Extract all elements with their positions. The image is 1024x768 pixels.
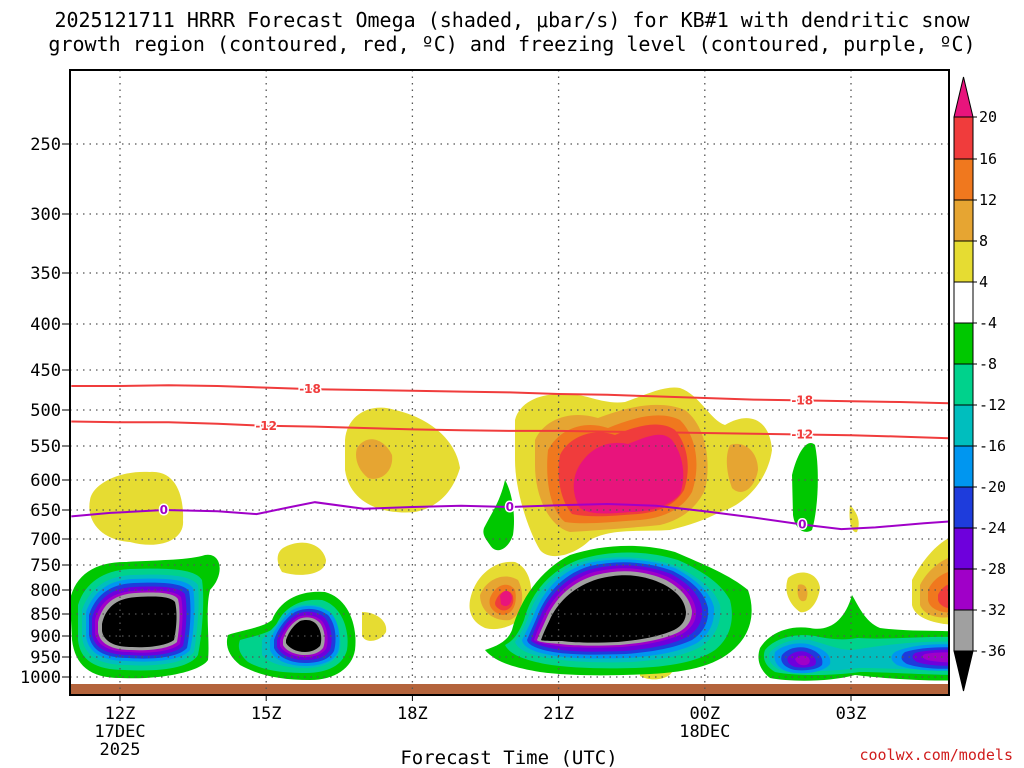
y-tick-label-250: 250: [30, 135, 61, 155]
x-tick-sublabel-18DEC: 18DEC: [679, 722, 730, 742]
y-tick-label-300: 300: [30, 205, 61, 225]
x-tick-label-03Z: 03Z: [836, 704, 867, 724]
colorbar-label-5: -4: [979, 314, 997, 332]
y-tick-label-450: 450: [30, 361, 61, 381]
colorbar-label-7: -12: [979, 396, 1006, 414]
colorbar-label-9: -20: [979, 478, 1006, 496]
omega-region-4-west: [89, 471, 184, 545]
y-tick-label-750: 750: [30, 556, 61, 576]
colorbar-band-0: [953, 116, 974, 160]
colorbar-label-2: 12: [979, 191, 997, 209]
omega-region-black-mid: [286, 620, 322, 652]
contour-label-2-1: 0: [506, 500, 514, 514]
colorbar-label-6: -8: [979, 355, 997, 373]
omega-region-16-east: [938, 584, 949, 609]
colorbar-band-7: [953, 404, 974, 447]
y-axis-tick-labels: 2503003504004505005506006507007508008509…: [20, 135, 61, 688]
omega-region-neg8-upperleft: [483, 480, 515, 551]
colorbar-label-12: -32: [979, 601, 1006, 619]
ground-strip: [70, 684, 949, 694]
y-tick-label-350: 350: [30, 264, 61, 284]
y-tick-label-1000: 1000: [20, 668, 61, 688]
x-tick-label-15Z: 15Z: [251, 704, 282, 724]
contour-lines: -18 -18 -12 -12 0 0 0: [71, 381, 949, 533]
y-tick-label-850: 850: [30, 605, 61, 625]
y-tick-label-700: 700: [30, 530, 61, 550]
colorbar-label-1: 16: [979, 150, 997, 168]
x-tick-label-21Z: 21Z: [543, 704, 574, 724]
contour-line-1: [71, 420, 949, 440]
colorbar-top-arrow: [953, 76, 974, 118]
x-axis-title: Forecast Time (UTC): [400, 747, 617, 768]
x-tick-sublabel-17DEC: 17DEC: [94, 722, 145, 742]
x-tick-label-18Z: 18Z: [397, 704, 428, 724]
contour-line-2: [71, 501, 949, 531]
omega-region-black-west: [102, 596, 177, 648]
y-tick-label-800: 800: [30, 581, 61, 601]
colorbar-band-9: [953, 486, 974, 529]
contour-label-0-1: -18: [791, 393, 813, 407]
x-tick-label-00Z: 00Z: [689, 704, 720, 724]
omega-region-4-lowsmall2: [362, 612, 387, 641]
colorbar-band-11: [953, 568, 974, 611]
colorbar-band-4: [953, 281, 974, 324]
colorbar-band-6: [953, 363, 974, 406]
omega-region-4-lowsmall: [277, 542, 326, 575]
omega-region-4-midupper: [345, 407, 460, 513]
omega-shading: [70, 387, 949, 681]
colorbar-band-10: [953, 527, 974, 570]
omega-region-8-small: [797, 584, 808, 602]
colorbar-band-3: [953, 240, 974, 283]
colorbar-band-2: [953, 199, 974, 242]
y-tick-label-500: 500: [30, 401, 61, 421]
colorbar-band-5: [953, 322, 974, 365]
contour-label-2-2: 0: [798, 518, 806, 532]
colorbar-label-4: 4: [979, 273, 988, 291]
colorbar-label-3: 8: [979, 232, 988, 250]
colorbar-label-10: -24: [979, 519, 1006, 537]
x-tick-label-12Z: 12Z: [105, 704, 136, 724]
credit-text: coolwx.com/models: [859, 746, 1013, 764]
omega-region-20-lowleft: [500, 590, 512, 606]
chart-title-line2: growth region (contoured, red, ºC) and f…: [48, 32, 975, 56]
y-tick-label-400: 400: [30, 315, 61, 335]
omega-region-black-center: [541, 575, 686, 643]
omega-region-20-center: [573, 434, 684, 514]
colorbar-label-8: -16: [979, 437, 1006, 455]
contour-label-2-0: 0: [160, 503, 168, 517]
omega-region-8-right: [726, 443, 758, 492]
colorbar-band-12: [953, 609, 974, 652]
contour-line-0: [71, 384, 949, 405]
omega-region-neg32-east: [795, 655, 810, 666]
y-tick-label-600: 600: [30, 471, 61, 491]
contour-label-1-0: -12: [255, 419, 277, 433]
contour-label-1-1: -12: [791, 427, 813, 441]
y-tick-label-900: 900: [30, 627, 61, 647]
omega-region-4-dot: [849, 505, 859, 533]
y-tick-label-550: 550: [30, 437, 61, 457]
colorbar-label-11: -28: [979, 560, 1006, 578]
y-tick-label-950: 950: [30, 648, 61, 668]
contour-label-0-0: -18: [299, 382, 321, 396]
chart-title-line1: 2025121711 HRRR Forecast Omega (shaded, …: [54, 8, 970, 32]
colorbar-band-1: [953, 158, 974, 201]
plot-frame: [69, 69, 950, 696]
colorbar: 20 16 12 8 4 -4 -8 -12 -16 -20 -24 -28 -32 -36: [953, 76, 1006, 692]
colorbar-label-13: -36: [979, 642, 1006, 660]
colorbar-label-0: 20: [979, 108, 997, 126]
colorbar-bottom-arrow: [953, 650, 974, 692]
y-tick-label-650: 650: [30, 501, 61, 521]
colorbar-band-8: [953, 445, 974, 488]
chart-grid: [62, 70, 949, 701]
omega-region-8-midupper: [356, 439, 393, 479]
x-tick-sublabel-2025: 2025: [100, 740, 141, 760]
